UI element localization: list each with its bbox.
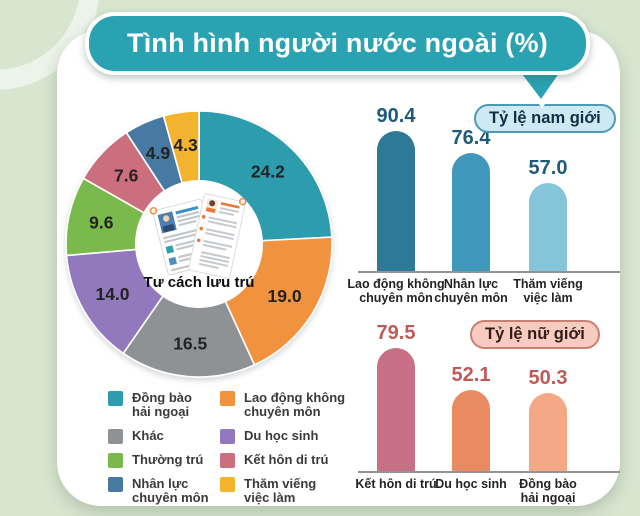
donut-value-label: 7.6 (114, 165, 139, 185)
legend-item: Lao động không chuyên môn (220, 390, 350, 420)
female-bar-group: 52.1 (423, 364, 519, 471)
donut-center-label: Tư cách lưu trú (144, 274, 255, 291)
documents-illustration (149, 193, 247, 279)
female-bars: 79.5 52.1 50.3 (358, 300, 620, 471)
bar-value-label: 50.3 (528, 367, 568, 389)
bar-value-label: 90.4 (376, 105, 416, 127)
male-ratio-badge-label: Tỷ lệ nam giới (489, 109, 601, 127)
donut-chart: 24.2 19.0 16.5 14.0 9.6 7.6 4.9 4.3 (65, 110, 333, 378)
female-bar (529, 393, 567, 471)
legend-swatch (108, 428, 123, 444)
legend-swatch (108, 452, 123, 468)
bar-category-label: Thăm viếng việc làm (513, 277, 583, 306)
bar-category-label: Kết hôn di trú (355, 477, 437, 491)
female-ratio-badge-label: Tỷ lệ nữ giới (485, 325, 585, 343)
male-ratio-badge: Tỷ lệ nam giới (474, 104, 616, 133)
legend-swatch (220, 476, 235, 492)
legend-item: Thăm viếng việc làm (220, 475, 350, 506)
legend-swatch (220, 452, 235, 468)
female-axis-line (358, 471, 620, 473)
donut-value-label: 9.6 (89, 213, 114, 233)
legend-item: Nhân lực chuyên môn (108, 475, 220, 506)
male-bar (452, 153, 490, 271)
female-bar-group: 50.3 (500, 367, 596, 471)
bar-value-label: 79.5 (376, 322, 416, 344)
female-bar-chart: 79.5 52.1 50.3 Kết hôn di trú Du học sinh Đồ… (355, 300, 620, 506)
bar-value-label: 52.1 (451, 364, 491, 386)
donut-value-label: 14.0 (95, 284, 129, 304)
legend-item: Khác (108, 427, 220, 444)
legend-label: Kết hôn di trú (244, 451, 329, 467)
bar-value-label: 57.0 (528, 157, 568, 179)
legend-label: Đồng bào hải ngoại (132, 390, 192, 420)
bar-category-label: Du học sinh (435, 477, 507, 491)
donut-value-label: 19.0 (268, 286, 302, 306)
donut-value-label: 24.2 (251, 161, 285, 181)
legend-label: Nhân lực chuyên môn (132, 475, 209, 505)
legend-label: Khác (132, 427, 164, 443)
donut-center: Tư cách lưu trú (135, 180, 263, 308)
donut-value-label: 4.9 (146, 143, 171, 163)
legend-swatch (220, 428, 235, 444)
bar-value-label: 76.4 (451, 127, 491, 149)
legend-label: Thường trú (132, 451, 204, 467)
legend-item: Đồng bào hải ngoại (108, 390, 220, 420)
female-bar (377, 348, 415, 471)
legend-label: Lao động không chuyên môn (244, 390, 346, 420)
donut-value-label: 4.3 (173, 135, 198, 155)
legend-item: Du học sinh (220, 427, 350, 444)
legend-swatch (108, 391, 123, 406)
legend-item: Thường trú (108, 451, 220, 468)
male-bar-group: 90.4 (348, 105, 444, 271)
male-bar-chart: 90.4 76.4 57.0 Lao động không chuyên môn Nhâ… (347, 100, 620, 306)
legend-column-2: Lao động không chuyên môn Du học sinh Kết h… (220, 390, 350, 514)
female-bar-group: 79.5 (348, 322, 444, 471)
donut-segments: 24.2 19.0 16.5 14.0 9.6 7.6 4.9 4.3 (65, 110, 333, 378)
female-bar (452, 390, 490, 471)
legend-label: Du học sinh (244, 427, 319, 443)
donut-value-label: 16.5 (173, 334, 207, 354)
bar-category-label: Nhân lực chuyên môn (434, 277, 508, 306)
legend-column-1: Đồng bào hải ngoại Khác Thường trú Nhân lực c… (108, 390, 220, 514)
legend-label: Thăm viếng việc làm (244, 475, 317, 505)
male-bar-group: 76.4 (423, 127, 519, 271)
legend-swatch (220, 391, 235, 406)
male-bar (377, 131, 415, 271)
bar-category-label: Lao động không chuyên môn (347, 277, 445, 306)
legend-item: Kết hôn di trú (220, 451, 350, 468)
male-bar (529, 183, 567, 271)
female-ratio-badge: Tỷ lệ nữ giới (470, 320, 600, 349)
male-bar-group: 57.0 (500, 157, 596, 271)
title-banner: Tình hình người nước ngoài (%) (85, 12, 590, 75)
male-bars: 90.4 76.4 57.0 (358, 100, 620, 271)
page-title: Tình hình người nước ngoài (%) (127, 28, 548, 58)
legend-swatch (108, 476, 123, 492)
bar-category-label: Đồng bào hải ngoại (519, 477, 577, 506)
male-axis-line (358, 271, 620, 273)
